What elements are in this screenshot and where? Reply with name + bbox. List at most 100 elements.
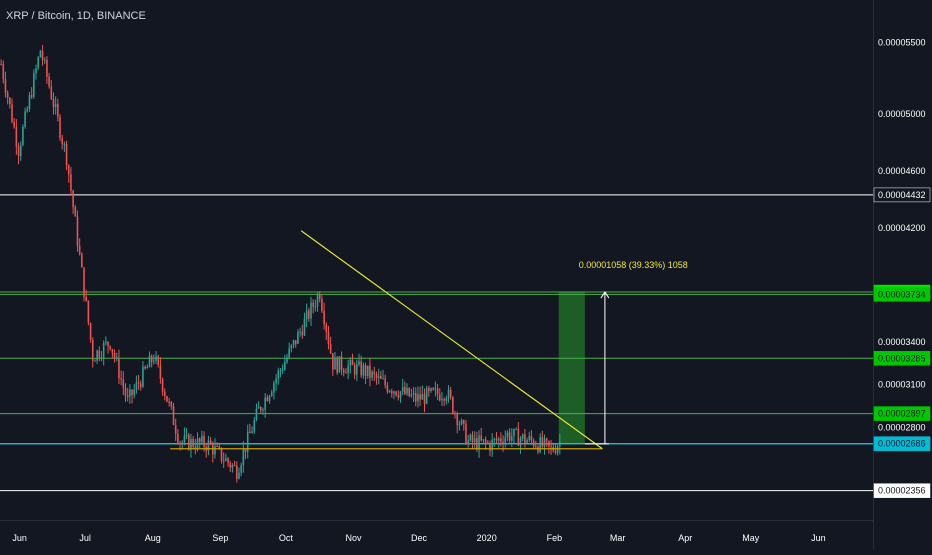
candle-body [22, 126, 24, 145]
candle-body [353, 365, 356, 375]
price-level-label: 0.00004432 [878, 190, 926, 200]
candle-body [390, 391, 393, 394]
candle-body [482, 439, 485, 441]
candle-body [412, 392, 415, 395]
measure-label: 0.00001058 (39.33%) 1058 [579, 260, 688, 270]
candle-body [111, 349, 114, 353]
candle-body [2, 64, 5, 80]
candle-body [4, 79, 7, 93]
candle-body [528, 435, 531, 441]
candle-body [98, 350, 101, 358]
candle-body [246, 431, 249, 452]
candle-body [543, 438, 546, 447]
candle-body [318, 294, 321, 300]
candle-body [393, 391, 395, 394]
candle-body [491, 439, 493, 451]
candle-body [462, 420, 465, 424]
candle-body [33, 73, 35, 97]
candle-body [535, 446, 537, 448]
x-tick-label: Sep [212, 533, 228, 543]
candle-body [185, 434, 188, 436]
chart-title: XRP / Bitcoin, 1D, BINANCE [6, 10, 146, 22]
candle-body [236, 465, 238, 479]
candle-body [401, 386, 404, 392]
x-tick-label: Oct [279, 533, 294, 543]
candle-body [244, 449, 247, 452]
y-tick-label: 0.00003100 [878, 380, 926, 390]
candle-body [554, 450, 557, 453]
candle-body [373, 371, 376, 375]
candle-body [24, 111, 26, 127]
candle-body [454, 413, 456, 415]
candle-body [473, 437, 476, 443]
candle-body [556, 446, 559, 453]
candle-body [142, 366, 144, 387]
candle-body [194, 446, 197, 450]
candle-body [67, 165, 70, 175]
candle-body [253, 420, 256, 432]
candle-body [425, 388, 428, 404]
candle-body [270, 392, 273, 397]
candle-body [310, 302, 312, 319]
candle-body [70, 174, 72, 191]
x-tick-label: Jul [79, 533, 91, 543]
candle-body [465, 423, 467, 445]
candle-body [476, 437, 478, 450]
candle-body [273, 383, 275, 393]
candle-body [220, 447, 223, 461]
candle-body [183, 435, 186, 442]
candle-body [332, 353, 334, 370]
candle-body [316, 294, 319, 307]
candle-body [96, 350, 98, 361]
candle-body [198, 438, 201, 443]
price-level-label: 0.00003285 [878, 353, 926, 363]
candle-body [137, 382, 140, 384]
candle-body [404, 386, 406, 394]
candle-body [513, 428, 515, 437]
candle-body [471, 434, 474, 443]
candle-body [216, 446, 218, 448]
candle-body [308, 310, 310, 319]
candle-body [478, 435, 480, 450]
candle-body [449, 389, 452, 398]
x-tick-label: Nov [346, 533, 363, 543]
candle-body [550, 446, 552, 448]
candle-body [63, 143, 66, 145]
candle-body [238, 472, 240, 479]
candle-body [264, 397, 266, 410]
candle-body [48, 76, 50, 87]
candle-body [225, 458, 227, 461]
candle-body [30, 95, 33, 97]
candle-body [227, 458, 229, 463]
candle-body [19, 144, 22, 157]
candle-body [408, 387, 411, 397]
candle-body [6, 92, 9, 98]
candle-body [303, 319, 306, 336]
candle-body [65, 143, 68, 166]
candle-body [340, 356, 343, 370]
candle-body [52, 98, 55, 108]
candle-body [541, 436, 544, 447]
candle-body [281, 369, 284, 371]
candle-body [301, 331, 304, 336]
candle-body [493, 438, 496, 440]
candle-body [395, 391, 397, 396]
candle-body [74, 207, 77, 217]
x-tick-label: May [742, 533, 760, 543]
candle-body [436, 388, 439, 395]
candle-body [441, 399, 443, 401]
candle-body [43, 59, 46, 61]
candle-body [172, 406, 175, 426]
candle-body [428, 388, 430, 391]
candle-body [369, 365, 371, 378]
candle-body [325, 324, 328, 332]
y-tick-label: 0.00005500 [878, 38, 926, 48]
candle-body [299, 331, 301, 333]
candle-body [155, 356, 157, 361]
candle-body [397, 395, 400, 398]
x-tick-label: Jun [12, 533, 27, 543]
x-tick-label: Mar [610, 533, 626, 543]
candle-body [548, 440, 550, 447]
candle-body [148, 355, 151, 368]
